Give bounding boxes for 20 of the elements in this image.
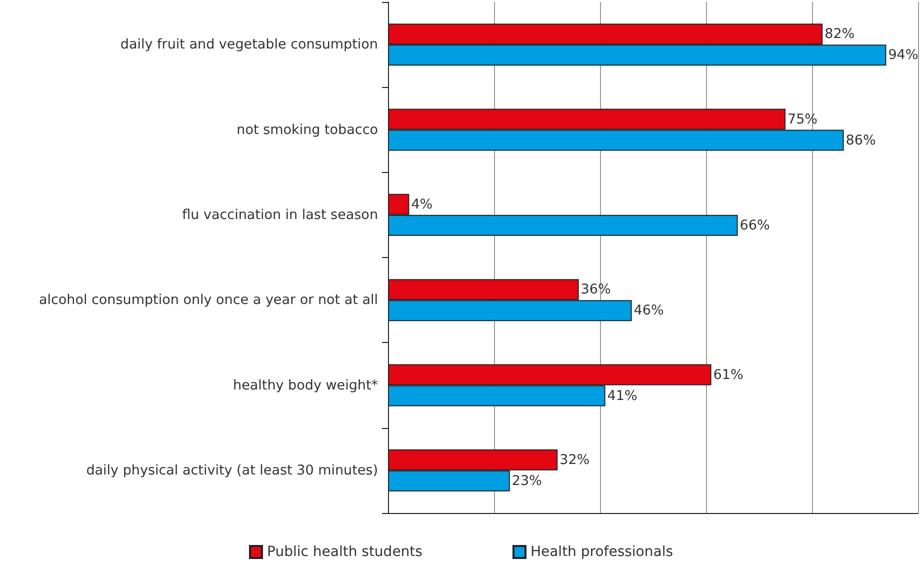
y-tick-label: healthy body weight*	[233, 377, 378, 394]
legend-label: Public health students	[266, 544, 422, 560]
data-label: 46%	[634, 302, 664, 319]
data-label: 32%	[560, 452, 590, 468]
y-tick-label: not smoking tobacco	[236, 122, 378, 138]
data-label: 94%	[888, 47, 918, 64]
data-label: 82%	[824, 26, 855, 42]
data-label: 61%	[713, 366, 744, 383]
data-label: 36%	[580, 282, 611, 298]
y-tick-label: flu vaccination in last season	[182, 206, 378, 223]
y-tick-label: daily fruit and vegetable consumption	[120, 36, 378, 53]
data-label: 4%	[411, 196, 433, 212]
legend-label: Health professionals	[530, 544, 674, 560]
data-label: 66%	[740, 217, 770, 234]
y-tick-label: alcohol consumption only once a year or not at all	[38, 292, 378, 308]
data-label: 23%	[512, 472, 542, 489]
data-label: 75%	[788, 111, 818, 128]
y-tick-label: daily physical activity (at least 30 minutes)	[86, 462, 378, 478]
data-label: 41%	[607, 388, 638, 404]
data-label: 86%	[846, 132, 876, 148]
